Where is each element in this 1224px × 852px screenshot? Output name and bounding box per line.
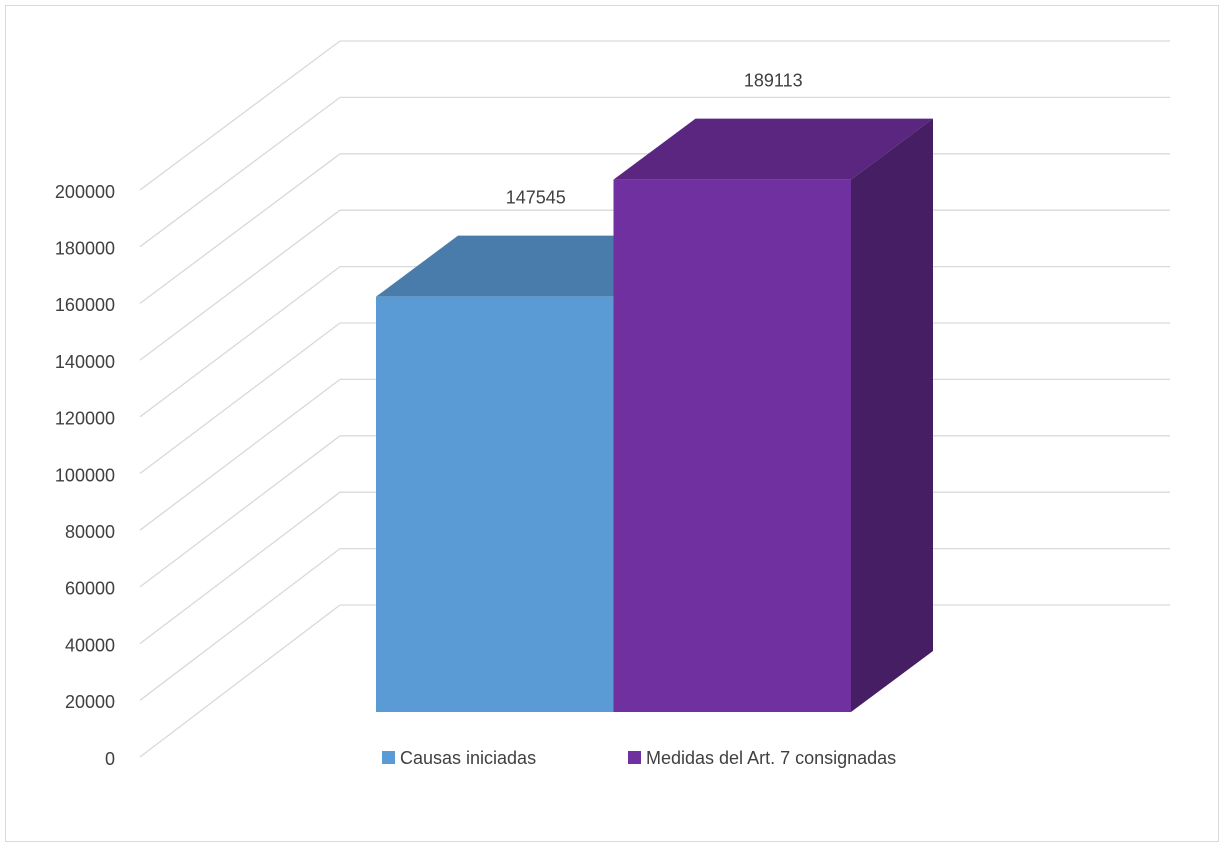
y-tick-label: 60000 <box>65 579 115 599</box>
y-tick-label: 40000 <box>65 635 115 655</box>
grid-line <box>139 378 341 531</box>
bar-side <box>851 118 933 712</box>
y-tick-label: 20000 <box>65 692 115 712</box>
y-tick-label: 160000 <box>55 295 115 315</box>
y-tick-label: 100000 <box>55 465 115 485</box>
grid-line <box>139 322 341 475</box>
legend-label: Medidas del Art. 7 consignadas <box>646 748 896 768</box>
grid-line <box>139 435 341 588</box>
y-tick-label: 140000 <box>55 352 115 372</box>
y-tick-label: 200000 <box>55 182 115 202</box>
legend-swatch <box>382 751 395 764</box>
grid-line <box>139 40 341 191</box>
y-tick-label: 180000 <box>55 238 115 258</box>
data-label: 189113 <box>744 70 803 90</box>
grid-line <box>139 266 341 418</box>
bar <box>613 179 851 712</box>
grid-line <box>139 153 341 304</box>
bar-top <box>613 118 933 180</box>
legend-label: Causas iniciadas <box>400 748 536 768</box>
y-tick-label: 80000 <box>65 522 115 542</box>
grid-line <box>139 604 341 758</box>
data-label: 147545 <box>506 187 566 207</box>
y-tick-label: 120000 <box>55 409 115 429</box>
y-tick-label: 0 <box>105 749 115 769</box>
bar <box>376 296 614 712</box>
grid-line <box>139 491 341 645</box>
grid-line <box>139 96 341 248</box>
grid-line <box>139 209 341 361</box>
grid-line <box>139 548 341 701</box>
legend-swatch <box>628 751 641 764</box>
